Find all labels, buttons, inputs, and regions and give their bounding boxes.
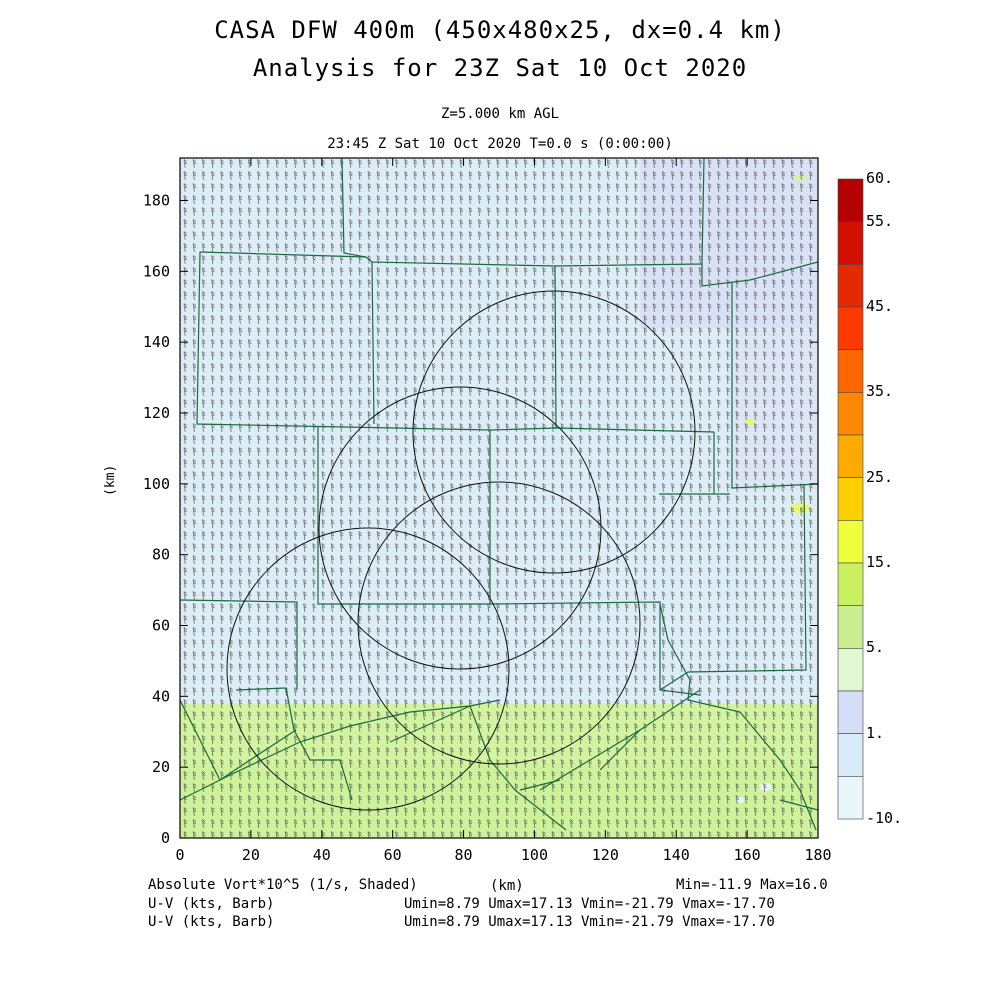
county-boundaries: [180, 158, 818, 831]
colorbar-swatch: [837, 434, 864, 478]
radar-ring: [226, 527, 510, 811]
colorbar: [837, 178, 864, 820]
x-tick-label: 0: [175, 846, 184, 864]
radar-ring: [412, 290, 696, 574]
axis-ticks: [179, 158, 819, 839]
colorbar-label: 60.: [866, 169, 894, 187]
x-axis-label: (km): [490, 878, 524, 894]
x-tick-label: 180: [804, 846, 831, 864]
y-tick-label: 80: [152, 546, 170, 564]
y-tick-label: 40: [152, 687, 170, 705]
colorbar-swatch: [837, 349, 864, 393]
colorbar-swatch: [837, 562, 864, 606]
colorbar-swatch: [837, 392, 864, 436]
x-tick-label: 120: [592, 846, 619, 864]
radar-ring: [318, 386, 602, 670]
colorbar-swatch: [837, 690, 864, 734]
colorbar-label: 5.: [866, 638, 885, 657]
y-tick-label: 180: [143, 192, 170, 210]
field-label: Absolute Vort*10^5 (1/s, Shaded): [148, 877, 418, 893]
y-axis-label: (km): [103, 464, 118, 496]
colorbar-label: -10.: [866, 809, 903, 827]
x-tick-label: 80: [455, 846, 473, 864]
colorbar-label: 45.: [866, 297, 894, 315]
colorbar-label: 1.: [866, 723, 885, 742]
axis-tick-labels: 0 20 40 60 80 100 120 140 160 180 0 20 40 60 80 100 120 1…: [143, 192, 832, 865]
colorbar-label: 55.: [866, 211, 894, 230]
colorbar-swatch: [837, 605, 864, 649]
x-tick-label: 40: [313, 846, 331, 864]
uv-stats-1: Umin=8.79 Umax=17.13 Vmin=-21.79 Vmax=-1…: [404, 896, 775, 912]
colorbar-swatch: [837, 648, 864, 692]
min-max-label: Min=-11.9 Max=16.0: [676, 877, 828, 893]
colorbar-swatch: [837, 306, 864, 350]
barb-label-2: U-V (kts, Barb): [148, 914, 275, 930]
barb-label-1: U-V (kts, Barb): [148, 896, 275, 912]
valid-time-label: 23:45 Z Sat 10 Oct 2020 T=0.0 s (0:00:00…: [327, 136, 673, 152]
wind-barbs: [180, 158, 818, 838]
x-tick-label: 60: [384, 846, 402, 864]
y-tick-label: 100: [143, 475, 170, 493]
y-tick-label: 0: [161, 829, 170, 847]
colorbar-label: 35.: [866, 382, 894, 401]
title-line-1: CASA DFW 400m (450x480x25, dx=0.4 km): [214, 16, 786, 44]
x-tick-label: 100: [521, 846, 548, 864]
colorbar-label: 15.: [866, 553, 894, 571]
x-tick-label: 20: [242, 846, 260, 864]
colorbar-swatch: [837, 221, 864, 265]
colorbar-swatch: [837, 477, 864, 521]
colorbar-swatch: [837, 776, 864, 820]
radar-range-rings: [226, 290, 696, 811]
colorbar-swatch: [837, 733, 864, 777]
plot-frame: [179, 157, 819, 839]
colorbar-swatch: [837, 520, 864, 564]
y-tick-label: 20: [152, 758, 170, 776]
radar-ring: [357, 481, 641, 765]
level-label: Z=5.000 km AGL: [440, 106, 559, 122]
x-tick-label: 160: [734, 846, 761, 864]
colorbar-swatch: [837, 264, 864, 308]
x-tick-label: 140: [663, 846, 690, 864]
title-line-2: Analysis for 23Z Sat 10 Oct 2020: [252, 54, 748, 82]
uv-stats-2: Umin=8.79 Umax=17.13 Vmin=-21.79 Vmax=-1…: [404, 914, 775, 930]
y-tick-label: 60: [152, 617, 170, 635]
y-tick-label: 120: [143, 404, 170, 422]
colorbar-label: 25.: [866, 467, 894, 486]
y-tick-label: 160: [143, 262, 170, 280]
y-tick-label: 140: [143, 333, 170, 351]
colorbar-swatch: [837, 178, 864, 222]
